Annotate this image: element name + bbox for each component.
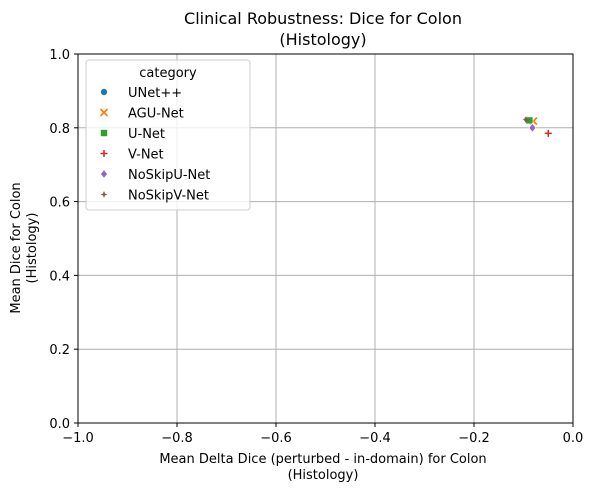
y-tick-label: 0.0 bbox=[49, 417, 70, 432]
legend-marker-unetplusplus bbox=[100, 88, 108, 96]
x-tick-label: −1.0 bbox=[62, 431, 94, 446]
chart-title-line-2: (Histology) bbox=[279, 30, 366, 49]
x-tick-label: −0.4 bbox=[359, 431, 391, 446]
x-axis-ticks: −1.0 −0.8 −0.6 −0.4 −0.2 0.0 bbox=[62, 423, 583, 446]
y-axis-ticks: 0.0 0.2 0.4 0.6 0.8 1.0 bbox=[49, 48, 78, 432]
legend-label-u-net: U-Net bbox=[128, 127, 165, 142]
legend-items: UNet++ AGU-Net U-Net V-Net NoSkipU-Net NoSkip… bbox=[99, 86, 210, 204]
legend-marker-agu-net bbox=[99, 108, 109, 117]
data-point-v-net bbox=[544, 129, 552, 137]
marker-circle bbox=[100, 88, 108, 96]
y-tick-label: 0.4 bbox=[49, 269, 70, 284]
plot-area-frame bbox=[77, 53, 574, 424]
marker-star bbox=[100, 191, 108, 198]
x-axis-label-line-1: Mean Delta Dice (perturbed - in-domain) … bbox=[159, 452, 486, 467]
x-tick-label: −0.2 bbox=[458, 431, 490, 446]
legend-box bbox=[85, 59, 251, 211]
marker-diamond bbox=[528, 123, 537, 133]
legend-marker-noskipv-net bbox=[100, 191, 108, 198]
legend-label-noskipu-net: NoSkipU-Net bbox=[128, 168, 210, 183]
marker-star bbox=[522, 116, 530, 124]
data-points bbox=[522, 115, 552, 137]
y-axis-label-line-1: Mean Dice for Colon bbox=[9, 182, 24, 313]
marker-x-stroke bbox=[99, 108, 109, 117]
data-point-noskipu-net bbox=[528, 123, 537, 133]
x-axis-label-line-2: (Histology) bbox=[288, 468, 359, 483]
legend: category UNet++ AGU-Net U-Net V-Net NoSkipU-… bbox=[85, 59, 251, 211]
legend-title: category bbox=[139, 66, 197, 81]
legend-marker-u-net bbox=[100, 129, 108, 137]
y-tick-label: 0.8 bbox=[49, 122, 70, 137]
legend-marker-noskipu-net bbox=[100, 169, 108, 179]
x-tick-label: 0.0 bbox=[563, 431, 584, 446]
y-tick-label: 0.6 bbox=[49, 196, 70, 211]
x-tick-label: −0.8 bbox=[161, 431, 193, 446]
legend-label-agu-net: AGU-Net bbox=[128, 107, 184, 122]
chart-title-line-1: Clinical Robustness: Dice for Colon bbox=[184, 9, 462, 28]
data-point-noskipv-net bbox=[522, 116, 530, 124]
marker-square bbox=[100, 129, 108, 137]
legend-label-unetplusplus: UNet++ bbox=[128, 86, 182, 101]
y-tick-label: 0.2 bbox=[49, 343, 70, 358]
y-tick-label: 1.0 bbox=[49, 48, 70, 63]
legend-label-noskipv-net: NoSkipV-Net bbox=[128, 189, 209, 204]
legend-marker-v-net bbox=[100, 150, 108, 157]
y-axis-label-line-2: (Histology) bbox=[25, 213, 40, 284]
legend-label-v-net: V-Net bbox=[128, 148, 164, 163]
marker-diamond bbox=[100, 169, 108, 179]
x-tick-label: −0.6 bbox=[260, 431, 292, 446]
